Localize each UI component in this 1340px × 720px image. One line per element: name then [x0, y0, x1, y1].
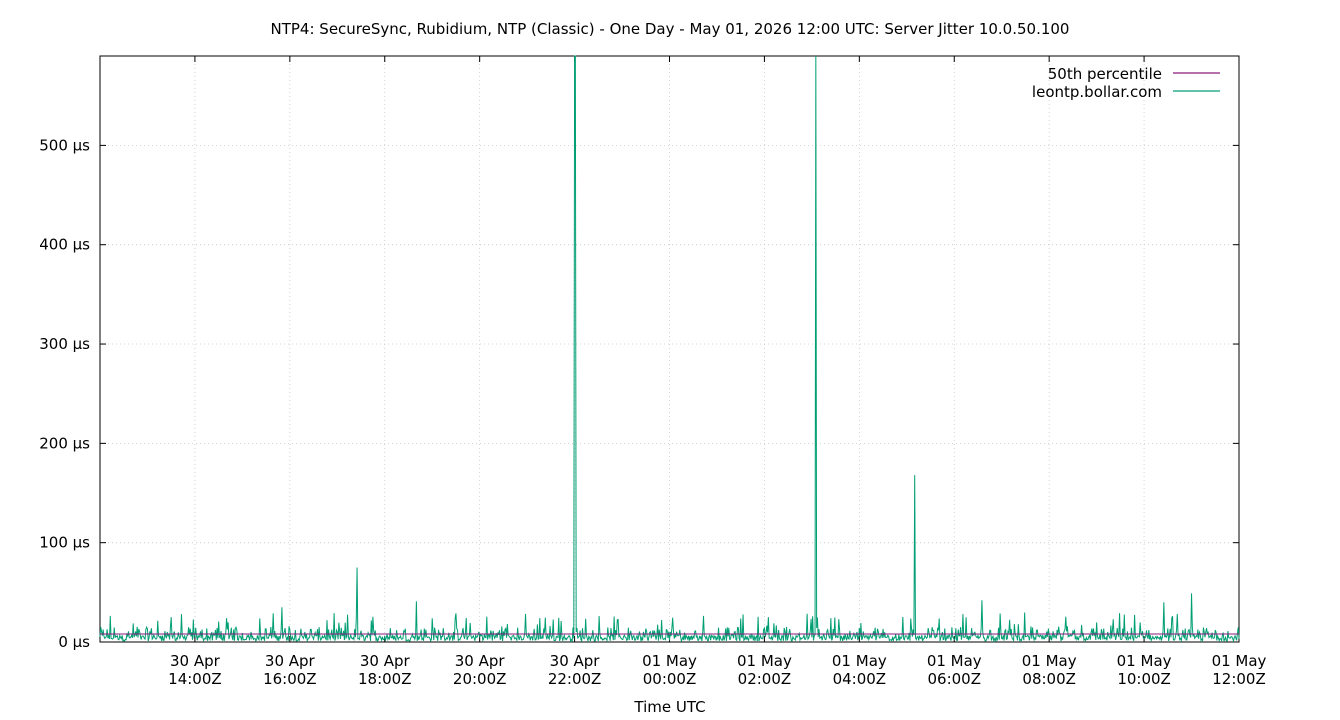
x-tick-label-date: 01 May [927, 652, 982, 670]
x-tick-label-time: 12:00Z [1212, 670, 1266, 688]
x-tick-label-date: 30 Apr [455, 652, 506, 670]
x-tick-label-time: 04:00Z [833, 670, 887, 688]
series-line-leontp [99, 55, 1240, 643]
x-tick-label-time: 20:00Z [453, 670, 507, 688]
x-tick-label-date: 30 Apr [550, 652, 601, 670]
x-tick-label-time: 14:00Z [168, 670, 222, 688]
x-tick-label-date: 30 Apr [170, 652, 221, 670]
x-tick-label-time: 18:00Z [358, 670, 412, 688]
y-tick-label: 200 µs [39, 434, 90, 452]
x-tick-label-date: 30 Apr [265, 652, 316, 670]
axis-ticks [100, 56, 1240, 643]
y-tick-label: 100 µs [39, 534, 90, 552]
x-tick-label-time: 10:00Z [1117, 670, 1171, 688]
x-tick-label-date: 01 May [737, 652, 792, 670]
y-tick-label: 400 µs [39, 236, 90, 254]
y-tick-label: 0 µs [58, 633, 90, 651]
chart-title: NTP4: SecureSync, Rubidium, NTP (Classic… [271, 20, 1070, 38]
x-tick-label-date: 01 May [642, 652, 697, 670]
x-tick-label-time: 08:00Z [1022, 670, 1076, 688]
x-tick-label-date: 01 May [832, 652, 887, 670]
grid [100, 56, 1239, 642]
x-tick-label-time: 02:00Z [738, 670, 792, 688]
legend-label-50th-percentile: 50th percentile [1048, 65, 1162, 83]
legend: 50th percentile leontp.bollar.com [1032, 65, 1220, 101]
x-tick-label-time: 06:00Z [927, 670, 981, 688]
x-tick-label-date: 30 Apr [360, 652, 411, 670]
y-tick-label: 500 µs [39, 136, 90, 154]
x-tick-label-date: 01 May [1022, 652, 1077, 670]
x-tick-label-time: 16:00Z [263, 670, 317, 688]
plot-frame [99, 55, 1240, 643]
x-tick-label-time: 00:00Z [643, 670, 697, 688]
legend-label-leontp: leontp.bollar.com [1032, 83, 1162, 101]
y-tick-label: 300 µs [39, 335, 90, 353]
x-tick-label-date: 01 May [1117, 652, 1172, 670]
x-tick-label-time: 22:00Z [548, 670, 602, 688]
x-tick-label-date: 01 May [1212, 652, 1267, 670]
series-layer [99, 55, 1240, 643]
x-axis-title: Time UTC [633, 698, 705, 716]
y-axis-tick-labels: 0 µs 100 µs 200 µs 300 µs 400 µs 500 µs [39, 136, 90, 651]
